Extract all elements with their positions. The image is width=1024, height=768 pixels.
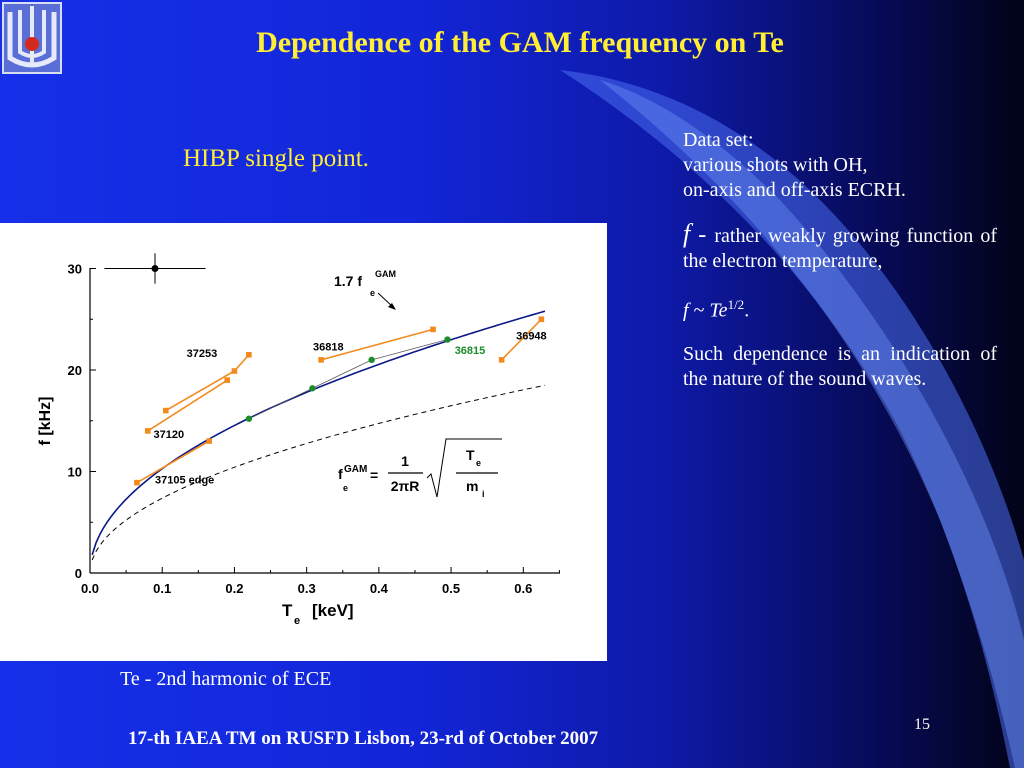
gam-curve-label: 1.7 f GAM e	[334, 269, 396, 298]
shot-point	[144, 428, 151, 434]
page-number: 15	[914, 716, 930, 733]
shot-point	[134, 479, 140, 486]
f-symbol: f	[683, 219, 691, 248]
gam-curve-label-sub: e	[370, 288, 375, 298]
formula-denominator: 2πR	[391, 478, 420, 494]
shot-point	[231, 368, 238, 374]
x-tick-label: 0.0	[81, 581, 99, 596]
formula-rad-top-sub: e	[476, 458, 481, 468]
scaling-law: f ~ Te1/2.	[683, 292, 997, 324]
slide-footer: 17-th IAEA TM on RUSFD Lisbon, 23-rd of …	[128, 728, 599, 749]
dashed-curve	[91, 384, 546, 561]
formula-sup: GAM	[344, 464, 367, 475]
formula-equals: =	[370, 467, 378, 483]
formula-rad-bottom-sub: i	[482, 489, 485, 499]
scaling-te: Te	[709, 299, 728, 322]
formula-f: f	[338, 466, 343, 482]
shot-line	[320, 328, 434, 361]
x-tick-label: 0.2	[225, 581, 243, 596]
shot-label: 36818	[313, 342, 344, 354]
gam-curve-label-coef: 1.7 f	[334, 273, 362, 289]
y-tick-label: 0	[75, 566, 82, 581]
shot-label: 37105 edge	[155, 475, 214, 487]
chart-panel: 0.0 0.1 0.2 0.3 0.4 0.5 0.6 0 10 20 30 37253 37120 3…	[0, 223, 607, 661]
x-axis-label-unit: [keV]	[312, 601, 354, 620]
x-axis-label-main: T	[282, 601, 293, 620]
shot-line	[136, 440, 210, 484]
formula-sub: e	[343, 483, 348, 493]
conclusion-text: Such dependence is an indication of the …	[683, 342, 997, 390]
f-statement-text: rather weakly growing function of the el…	[683, 225, 998, 272]
shot-point	[163, 407, 169, 414]
shot-label: 37253	[187, 348, 218, 360]
error-bar-point	[151, 265, 159, 272]
x-axis-label-sub: e	[294, 615, 300, 627]
chart-ticks: 0.0 0.1 0.2 0.3 0.4 0.5 0.6 0 10 20 30	[68, 262, 560, 596]
green-shot-line	[248, 339, 448, 420]
shot-point	[538, 316, 545, 323]
gam-formula: f GAM e = 1 2πR T e m i	[338, 438, 502, 499]
shot-label: 36948	[516, 331, 547, 343]
scaling-exp: 1/2	[727, 297, 745, 312]
shot-line	[501, 318, 542, 361]
x-tick-label: 0.1	[153, 581, 171, 596]
slide-subtitle: HIBP single point.	[183, 145, 369, 172]
green-shot-point	[368, 356, 375, 364]
chart-caption: Te - 2nd harmonic of ECE	[120, 668, 332, 690]
shot-point	[246, 351, 252, 358]
arrow-icon	[377, 292, 396, 310]
sqrt-icon	[426, 438, 502, 498]
shot-line	[147, 379, 228, 432]
y-axis-label: f [kHz]	[37, 397, 54, 446]
side-text-block: Data set: various shots with OH, on-axis…	[683, 128, 997, 392]
x-tick-label: 0.4	[370, 581, 389, 596]
data-set-line1: various shots with OH,	[683, 154, 868, 176]
shot-label: 37120	[154, 429, 185, 441]
shot-point	[318, 357, 324, 363]
institute-logo-icon	[2, 2, 62, 74]
green-shot-label: 36815	[455, 345, 486, 357]
scaling-f: f	[683, 299, 689, 322]
scaling-end: .	[744, 299, 750, 322]
x-tick-label: 0.6	[514, 581, 532, 596]
y-tick-label: 30	[68, 262, 82, 277]
x-tick-label: 0.5	[442, 581, 460, 596]
chart-curves	[91, 253, 546, 561]
y-tick-label: 10	[68, 465, 82, 480]
formula-rad-bottom: m	[466, 478, 478, 494]
shot-line	[165, 354, 250, 412]
shot-point	[224, 377, 231, 383]
formula-numerator: 1	[401, 453, 409, 469]
f-statement: f - rather weakly growing function of th…	[683, 221, 997, 274]
green-shot-point	[245, 415, 253, 422]
slide-title: Dependence of the GAM frequency on Te	[256, 26, 784, 59]
x-tick-label: 0.3	[298, 581, 316, 596]
x-axis-label: T e [keV]	[282, 601, 354, 627]
y-tick-label: 20	[68, 363, 82, 378]
chart-axes	[89, 268, 560, 574]
green-shot-point	[309, 385, 316, 392]
data-set-label: Data set:	[683, 129, 754, 151]
f-dash: -	[690, 222, 715, 248]
shot-point	[498, 357, 505, 363]
data-set-line2: on-axis and off-axis ECRH.	[683, 179, 906, 201]
green-shot-point	[444, 336, 451, 343]
scaling-mid: ~	[688, 299, 710, 322]
shot-point	[430, 326, 436, 333]
gam-curve-label-sup: GAM	[375, 269, 396, 279]
shot-point	[206, 438, 212, 444]
formula-rad-top: T	[466, 447, 475, 463]
chart-shots: 37253 37120 37105 edge 36818 36948 36815	[134, 316, 547, 487]
